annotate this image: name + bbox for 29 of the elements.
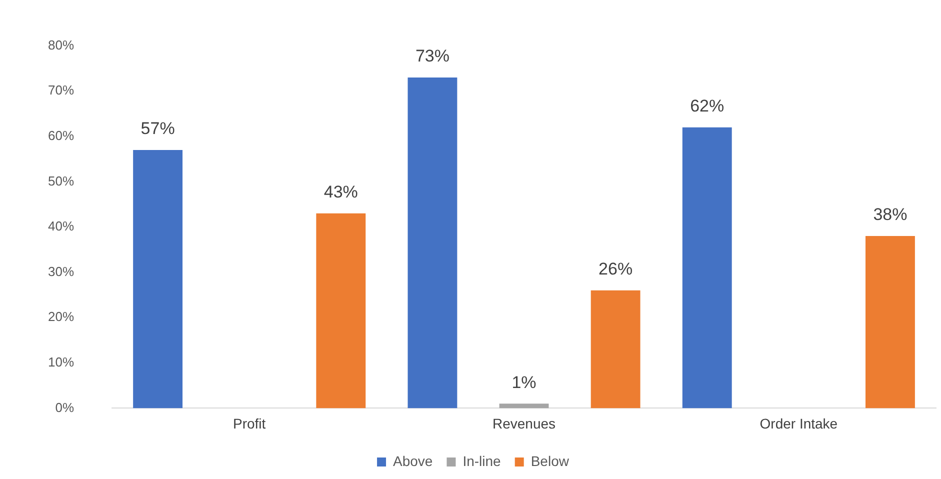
x-tick-label: Order Intake (760, 415, 838, 432)
data-label: 73% (415, 46, 450, 66)
y-tick-label: 40% (48, 218, 74, 234)
legend-label: Above (393, 452, 433, 469)
y-tick-label: 80% (48, 37, 74, 52)
y-tick-label: 20% (48, 309, 74, 324)
data-label: 26% (598, 260, 633, 279)
bar (408, 78, 458, 408)
y-tick-label: 60% (48, 128, 74, 143)
data-label: 57% (140, 119, 175, 138)
y-tick-label: 30% (48, 264, 74, 279)
data-label: 62% (690, 96, 724, 116)
legend-label: Below (530, 452, 570, 469)
bar (133, 150, 183, 408)
bar (682, 127, 732, 408)
x-tick-label: Profit (233, 415, 266, 432)
bar (866, 236, 915, 408)
y-tick-label: 0% (55, 400, 74, 415)
bar (590, 290, 640, 408)
legend-label: In-line (462, 452, 502, 469)
data-label: 38% (873, 205, 908, 224)
bar (499, 404, 549, 408)
x-tick-label: Revenues (492, 415, 556, 432)
y-tick-label: 70% (48, 82, 74, 98)
bar (316, 213, 366, 408)
y-tick-label: 10% (48, 354, 74, 370)
y-tick-label: 50% (48, 173, 74, 188)
data-label: 43% (324, 182, 358, 202)
data-label: 1% (512, 372, 536, 392)
